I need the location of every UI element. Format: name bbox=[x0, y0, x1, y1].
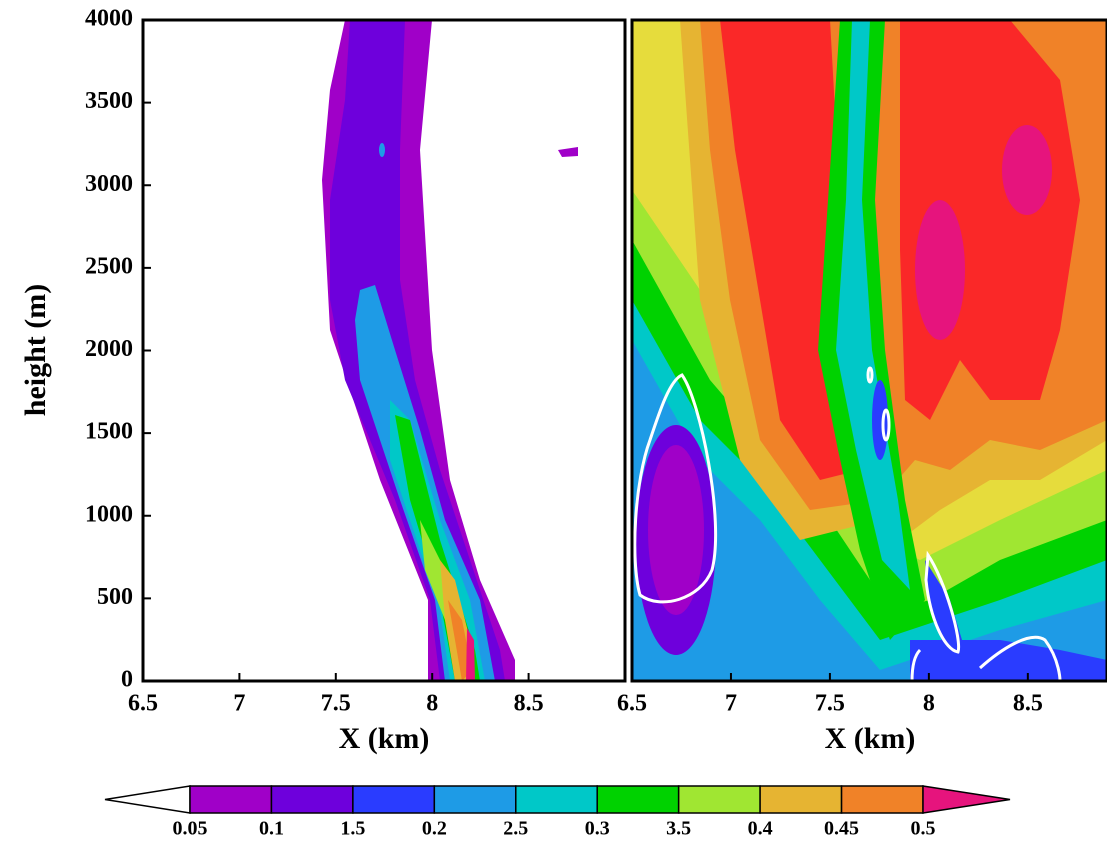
colorbar-over bbox=[922, 785, 1011, 814]
colorbar-label: 0.2 bbox=[422, 818, 447, 840]
y-tick-label: 2500 bbox=[85, 253, 133, 279]
contour-fill bbox=[915, 200, 965, 340]
contour-fill bbox=[872, 380, 888, 460]
colorbar-label: 0.5 bbox=[911, 818, 936, 840]
y-tick-label: 3000 bbox=[85, 171, 133, 197]
colorbar-label: 0.3 bbox=[585, 818, 610, 840]
contour-fill bbox=[881, 408, 891, 442]
colorbar-label: 1.5 bbox=[340, 818, 365, 840]
contour-fill bbox=[448, 600, 472, 681]
x-tick-label: 7 bbox=[233, 691, 245, 717]
x-tick-label: 7 bbox=[725, 691, 737, 717]
y-tick-label: 0 bbox=[121, 667, 133, 693]
contour-fill bbox=[866, 366, 874, 384]
colorbar-box bbox=[433, 785, 517, 814]
contour-fill bbox=[330, 20, 505, 681]
contour-fill bbox=[910, 648, 922, 681]
y-tick-label: 3500 bbox=[85, 88, 133, 114]
contour-fill bbox=[633, 373, 718, 604]
x-tick-label: 8.5 bbox=[1013, 691, 1043, 717]
colorbar-box bbox=[189, 785, 273, 814]
colorbar-under bbox=[104, 785, 191, 814]
colorbar-box bbox=[840, 785, 924, 814]
colorbar-label: 0.4 bbox=[748, 818, 773, 840]
y-tick-label: 2000 bbox=[85, 336, 133, 362]
colorbar-box bbox=[515, 785, 598, 814]
contour-fill bbox=[836, 20, 910, 590]
x-tick-label: 7.5 bbox=[321, 691, 351, 717]
colorbar-label: 0.05 bbox=[173, 818, 208, 840]
colorbar-box bbox=[352, 785, 436, 814]
contour-fill bbox=[818, 20, 925, 640]
x-axis-title: X (km) bbox=[339, 722, 430, 755]
x-tick-label: 6.5 bbox=[617, 691, 647, 717]
colorbar-box bbox=[596, 785, 680, 814]
contour-fill bbox=[379, 143, 385, 157]
x-tick-label: 7.5 bbox=[815, 691, 845, 717]
y-tick-label: 1000 bbox=[85, 501, 133, 527]
contour-fills-left bbox=[322, 20, 578, 681]
x-tick-label: 8 bbox=[923, 691, 935, 717]
x-tick-label: 8 bbox=[426, 691, 438, 717]
x-tick-label: 8.5 bbox=[514, 691, 544, 717]
contour-fill bbox=[648, 445, 704, 615]
colorbar-box bbox=[270, 785, 354, 814]
colorbar-label: 3.5 bbox=[666, 818, 691, 840]
colorbar-box bbox=[677, 785, 761, 814]
contour-fill bbox=[924, 550, 961, 654]
colorbar-box bbox=[759, 785, 843, 814]
y-tick-label: 500 bbox=[97, 584, 133, 610]
contour-fill bbox=[1002, 125, 1052, 215]
y-tick-label: 4000 bbox=[85, 6, 133, 32]
x-tick-label: 6.5 bbox=[128, 691, 158, 717]
colorbar-label: 0.45 bbox=[824, 818, 859, 840]
x-axis-title: X (km) bbox=[825, 722, 916, 755]
panel-frame bbox=[630, 18, 1107, 683]
contour-fill bbox=[558, 147, 578, 157]
contour-fill bbox=[466, 628, 475, 681]
contour-fill bbox=[978, 635, 1062, 681]
colorbar-label: 2.5 bbox=[503, 818, 528, 840]
y-tick-label: 1500 bbox=[85, 419, 133, 445]
colorbar-label: 0.1 bbox=[259, 818, 284, 840]
y-axis-title: height (m) bbox=[19, 284, 52, 416]
contour-fills-right bbox=[632, 20, 1107, 681]
